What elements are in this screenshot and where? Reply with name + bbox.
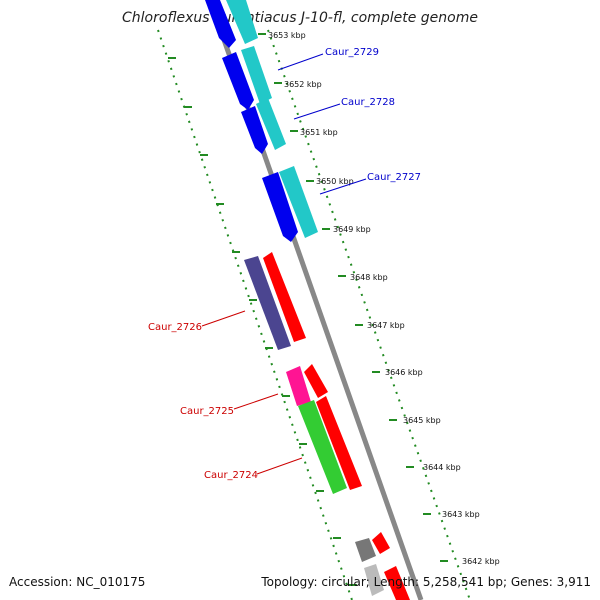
kbp-label: 3652 kbp	[284, 80, 322, 89]
kbp-label: 3649 kbp	[333, 225, 371, 234]
kbp-label: 3646 kbp	[385, 368, 423, 377]
gene-red-2726[interactable]	[263, 252, 306, 342]
gene-label-caur-2725[interactable]: Caur_2725	[180, 406, 234, 417]
kbp-label: 3648 kbp	[350, 273, 388, 282]
gene-magenta-2725[interactable]	[286, 366, 311, 406]
gene-red-2725[interactable]	[304, 364, 328, 398]
callout-line	[277, 53, 324, 71]
gene-label-caur-2727[interactable]: Caur_2727	[367, 172, 421, 183]
gene-label-caur-2728[interactable]: Caur_2728	[341, 97, 395, 108]
gene-cyan-2727[interactable]	[279, 166, 318, 238]
kbp-label: 3653 kbp	[268, 31, 306, 40]
kbp-label: 3650 kbp	[316, 177, 354, 186]
gene-gray-bottom[interactable]	[355, 538, 376, 562]
gene-red-bottom[interactable]	[372, 532, 390, 554]
gene-cyan-top[interactable]	[226, 0, 258, 44]
callout-line	[319, 178, 367, 195]
kbp-label: 3647 kbp	[367, 321, 405, 330]
gene-blue-top[interactable]	[205, 0, 236, 48]
topology-summary: Topology: circular; Length: 5,258,541 bp…	[260, 575, 591, 589]
gene-callouts	[201, 53, 367, 475]
callout-line	[233, 393, 279, 410]
callout-line	[293, 103, 341, 120]
outer-guide-line	[267, 29, 471, 600]
gene-blue-2728[interactable]	[241, 106, 268, 154]
kbp-label: 3644 kbp	[423, 463, 461, 472]
gene-purple-2726[interactable]	[244, 256, 291, 350]
scale-ticks	[168, 33, 448, 586]
accession-text: Accession: NC_010175	[9, 575, 145, 589]
kbp-label: 3643 kbp	[442, 510, 480, 519]
callout-line	[201, 310, 246, 327]
gene-cyan-2728[interactable]	[256, 98, 286, 150]
gene-red-2724[interactable]	[316, 396, 362, 490]
gene-cyan-2729[interactable]	[241, 46, 272, 104]
gene-blue-2729[interactable]	[222, 52, 254, 110]
gene-lightgray-bottom[interactable]	[364, 564, 384, 596]
kbp-label: 3645 kbp	[403, 416, 441, 425]
gene-label-caur-2724[interactable]: Caur_2724	[204, 470, 258, 481]
gene-blue-2727[interactable]	[262, 172, 298, 242]
map-title: Chloroflexus aurantiacus J-10-fl, comple…	[122, 10, 478, 26]
scale-labels: 3653 kbp 3652 kbp 3651 kbp 3650 kbp 3649…	[268, 31, 500, 566]
gene-green-2724[interactable]	[298, 400, 347, 494]
gene-label-caur-2726[interactable]: Caur_2726	[148, 322, 202, 333]
gene-labels: Caur_2729 Caur_2728 Caur_2727 Caur_2726 …	[148, 47, 421, 481]
gene-red-bottom-2[interactable]	[384, 566, 410, 600]
gene-features	[205, 0, 410, 600]
kbp-label: 3642 kbp	[462, 557, 500, 566]
callout-line	[256, 457, 303, 475]
gene-label-caur-2729[interactable]: Caur_2729	[325, 47, 379, 58]
kbp-label: 3651 kbp	[300, 128, 338, 137]
